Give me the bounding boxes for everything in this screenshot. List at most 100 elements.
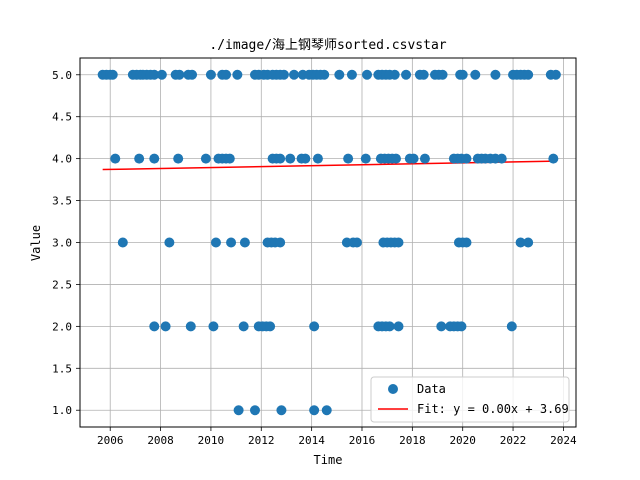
data-point	[457, 69, 468, 80]
y-tick-label: 1.5	[52, 362, 72, 375]
data-point	[393, 237, 404, 248]
data-point	[384, 321, 395, 332]
x-axis-ticks: 2006 2008 2010 2012 2014 2016 2018 2020 2022 2024	[97, 427, 577, 447]
y-tick-label: 4.0	[52, 153, 72, 166]
data-point	[319, 69, 330, 80]
data-point	[436, 321, 447, 332]
data-point	[110, 153, 121, 164]
data-point	[490, 69, 501, 80]
y-tick-label: 2.5	[52, 278, 72, 291]
data-point	[550, 69, 561, 80]
data-point	[351, 237, 362, 248]
x-tick-label: 2006	[97, 434, 124, 447]
data-point	[419, 153, 430, 164]
y-tick-label: 1.0	[52, 404, 72, 417]
legend-box	[370, 376, 570, 423]
data-point	[185, 321, 196, 332]
data-point	[456, 321, 467, 332]
data-point	[149, 153, 160, 164]
x-tick-label: 2022	[500, 434, 527, 447]
data-point	[418, 69, 429, 80]
y-tick-label: 3.5	[52, 195, 72, 208]
data-point	[408, 153, 419, 164]
data-point	[461, 153, 472, 164]
data-point	[360, 153, 371, 164]
y-tick-label: 3.0	[52, 237, 72, 250]
data-point	[205, 69, 216, 80]
data-point	[249, 405, 260, 416]
data-point	[265, 321, 276, 332]
data-point	[164, 237, 175, 248]
y-tick-label: 4.5	[52, 111, 72, 124]
data-point	[461, 237, 472, 248]
data-point	[401, 69, 412, 80]
data-point	[309, 405, 320, 416]
data-point	[437, 69, 448, 80]
data-point	[362, 69, 373, 80]
y-tick-label: 5.0	[52, 69, 72, 82]
data-point	[346, 69, 357, 80]
data-point	[107, 69, 118, 80]
chart-title: ./image/海上钢琴师sorted.csvstar	[209, 38, 446, 53]
data-point	[156, 69, 167, 80]
data-point	[134, 153, 145, 164]
x-tick-label: 2012	[248, 434, 275, 447]
data-point	[173, 153, 184, 164]
data-point	[160, 321, 171, 332]
data-point	[321, 405, 332, 416]
data-points	[97, 69, 561, 416]
data-point	[334, 69, 345, 80]
legend-marker-data	[388, 384, 398, 394]
data-point	[390, 153, 401, 164]
data-point	[515, 237, 526, 248]
data-point	[224, 153, 235, 164]
x-tick-label: 2024	[550, 434, 577, 447]
y-axis-ticks: 1.0 1.5 2.0 2.5 3.0 3.5 4.0 4.5 5.0	[52, 69, 80, 417]
y-tick-label: 2.0	[52, 320, 72, 333]
data-point	[275, 237, 286, 248]
data-point	[226, 237, 237, 248]
data-point	[276, 405, 287, 416]
x-tick-label: 2020	[449, 434, 476, 447]
data-point	[210, 237, 221, 248]
data-point	[200, 153, 211, 164]
data-point	[233, 405, 244, 416]
legend: Data Fit: y = 0.00x + 3.69	[370, 376, 570, 423]
data-point	[149, 69, 160, 80]
data-point	[117, 237, 128, 248]
x-tick-label: 2008	[147, 434, 174, 447]
data-point	[275, 153, 286, 164]
x-tick-label: 2014	[298, 434, 325, 447]
data-point	[389, 69, 400, 80]
data-point	[343, 153, 354, 164]
data-point	[289, 69, 300, 80]
data-point	[393, 321, 404, 332]
legend-label-data: Data	[417, 382, 446, 396]
data-point	[239, 237, 250, 248]
y-axis-label: Value	[29, 225, 43, 261]
data-point	[548, 153, 559, 164]
data-point	[238, 321, 249, 332]
data-point	[523, 237, 534, 248]
x-axis-label: Time	[314, 453, 343, 467]
data-point	[149, 321, 160, 332]
x-tick-label: 2016	[349, 434, 376, 447]
data-point	[496, 153, 507, 164]
data-point	[174, 69, 185, 80]
x-tick-label: 2018	[399, 434, 426, 447]
data-point	[285, 153, 296, 164]
data-point	[506, 321, 517, 332]
data-point	[523, 69, 534, 80]
data-point	[309, 321, 320, 332]
data-point	[312, 153, 323, 164]
data-point	[278, 69, 289, 80]
legend-label-fit: Fit: y = 0.00x + 3.69	[417, 402, 569, 416]
data-point	[232, 69, 243, 80]
data-point	[300, 153, 311, 164]
data-point	[470, 69, 481, 80]
x-tick-label: 2010	[198, 434, 225, 447]
data-point	[208, 321, 219, 332]
data-point	[221, 69, 232, 80]
data-point	[187, 69, 198, 80]
